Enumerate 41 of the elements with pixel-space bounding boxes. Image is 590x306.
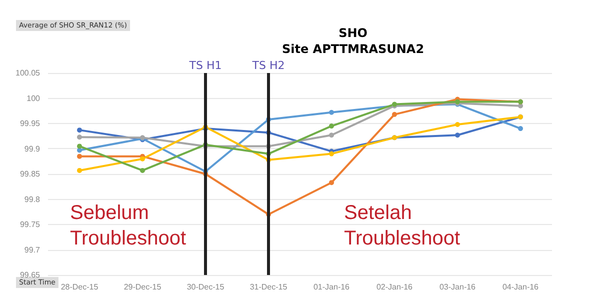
x-tick-label: 30-Dec-15 [186,282,225,292]
point [329,180,334,186]
y-tick-label: 99.8 [24,194,41,204]
ref-line-label: TS H1 [188,59,222,72]
x-tick-label: 02-Jan-16 [376,282,414,292]
y-tick-label: 99.9 [24,144,41,154]
point [518,126,523,132]
x-tick-label: 29-Dec-15 [124,282,162,292]
annotation: Sebelum Troubleshoot [70,202,186,250]
x-tick-label: 28-Dec-15 [60,282,99,292]
x-tick-label: 03-Jan-16 [439,282,476,292]
point [77,144,82,149]
y-tick-label: 99.85 [20,170,41,178]
point [77,134,82,140]
point [455,132,460,138]
chart-title: SHO [338,26,368,40]
y-tick-label: 99.7 [24,245,41,254]
ref-line-label: TS H2 [251,59,285,72]
x-tick-label: 01-Jan-16 [313,282,350,292]
y-tick-label: 100.05 [16,68,41,78]
point [77,168,82,173]
x-tick-label: 31-Dec-15 [250,282,288,292]
y-tick-label: 99.65 [20,270,41,280]
point [329,132,334,138]
point [455,122,460,128]
point [329,151,334,156]
point [77,154,82,159]
point [77,128,82,133]
y-tick-label: 100 [26,94,41,103]
point [329,110,334,115]
annotation: Setelah Troubleshoot [344,202,460,250]
point [518,103,523,108]
point [77,148,82,153]
x-tick-label: 04-Jan-16 [502,282,540,292]
y-tick-label: 99.75 [20,220,41,229]
point [392,112,397,117]
y-tick-label: 99.95 [20,119,41,128]
point [140,156,145,162]
point [140,168,145,173]
chart-subtitle: Site APTTMRASUNA2 [282,42,424,56]
point [329,124,334,129]
